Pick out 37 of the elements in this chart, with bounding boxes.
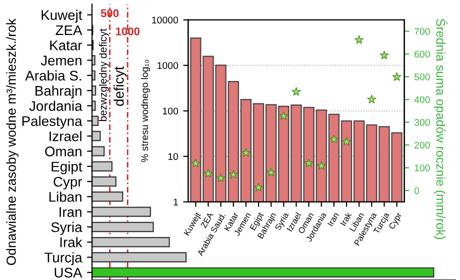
y2-axis-title: Średnia suma opadów rocznie (mm/rok)	[434, 18, 448, 240]
y-tick-label: Jordania	[29, 100, 82, 111]
y2-tick-label: 200	[414, 142, 430, 149]
y2-tick-label: 500	[414, 73, 430, 80]
y-tick-label: Izrael	[50, 131, 82, 142]
y2-tick-label: 400	[414, 96, 430, 104]
y2-tick-label: 0	[414, 187, 420, 194]
y-tick-label: Bahrajn	[36, 86, 82, 98]
y2-tick-label: 100	[414, 164, 430, 172]
y2-tick-label: 700	[414, 28, 430, 35]
y-tick-label: Kuwejt	[42, 10, 82, 23]
y2-tick-label: 600	[414, 50, 430, 58]
x-tick-label: Iran	[327, 212, 339, 226]
ref-line-label: 500	[100, 9, 119, 18]
y-tick-label: ZEA	[56, 25, 82, 35]
y-tick-label: 10000	[152, 16, 178, 24]
y-tick-label: Katar	[50, 40, 82, 50]
ref-line-label: 1000	[116, 27, 140, 36]
y-axis-title: % stresu wodnego log₁₀	[140, 60, 150, 162]
y-tick-label: 10	[168, 153, 178, 160]
y-tick-label: Palestyna	[22, 116, 82, 129]
y-tick-label: Liban	[49, 192, 82, 202]
y-tick-label: Turcja	[44, 252, 82, 266]
y-tick-label: Arabia S.	[25, 70, 82, 81]
y-tick-label: 1000	[158, 62, 178, 69]
y-tick-label: Jemen	[40, 56, 82, 66]
y2-tick-label: 300	[414, 118, 430, 126]
y-tick-label: 100	[162, 108, 178, 114]
y-axis-title: Odnawialne zasoby wodne m³/mieszk./rok	[6, 18, 19, 266]
annotation: bezwzględny deficyt	[99, 28, 109, 121]
y-tick-label: Egipt	[52, 161, 82, 174]
y-tick-label: Cypr	[54, 176, 82, 190]
y-tick-label: Oman	[45, 146, 82, 156]
y-tick-label: USA	[54, 268, 82, 278]
annotation: deficyt	[114, 66, 127, 106]
y-tick-label: 1	[174, 198, 178, 206]
x-tick-label: Irak	[340, 212, 352, 226]
